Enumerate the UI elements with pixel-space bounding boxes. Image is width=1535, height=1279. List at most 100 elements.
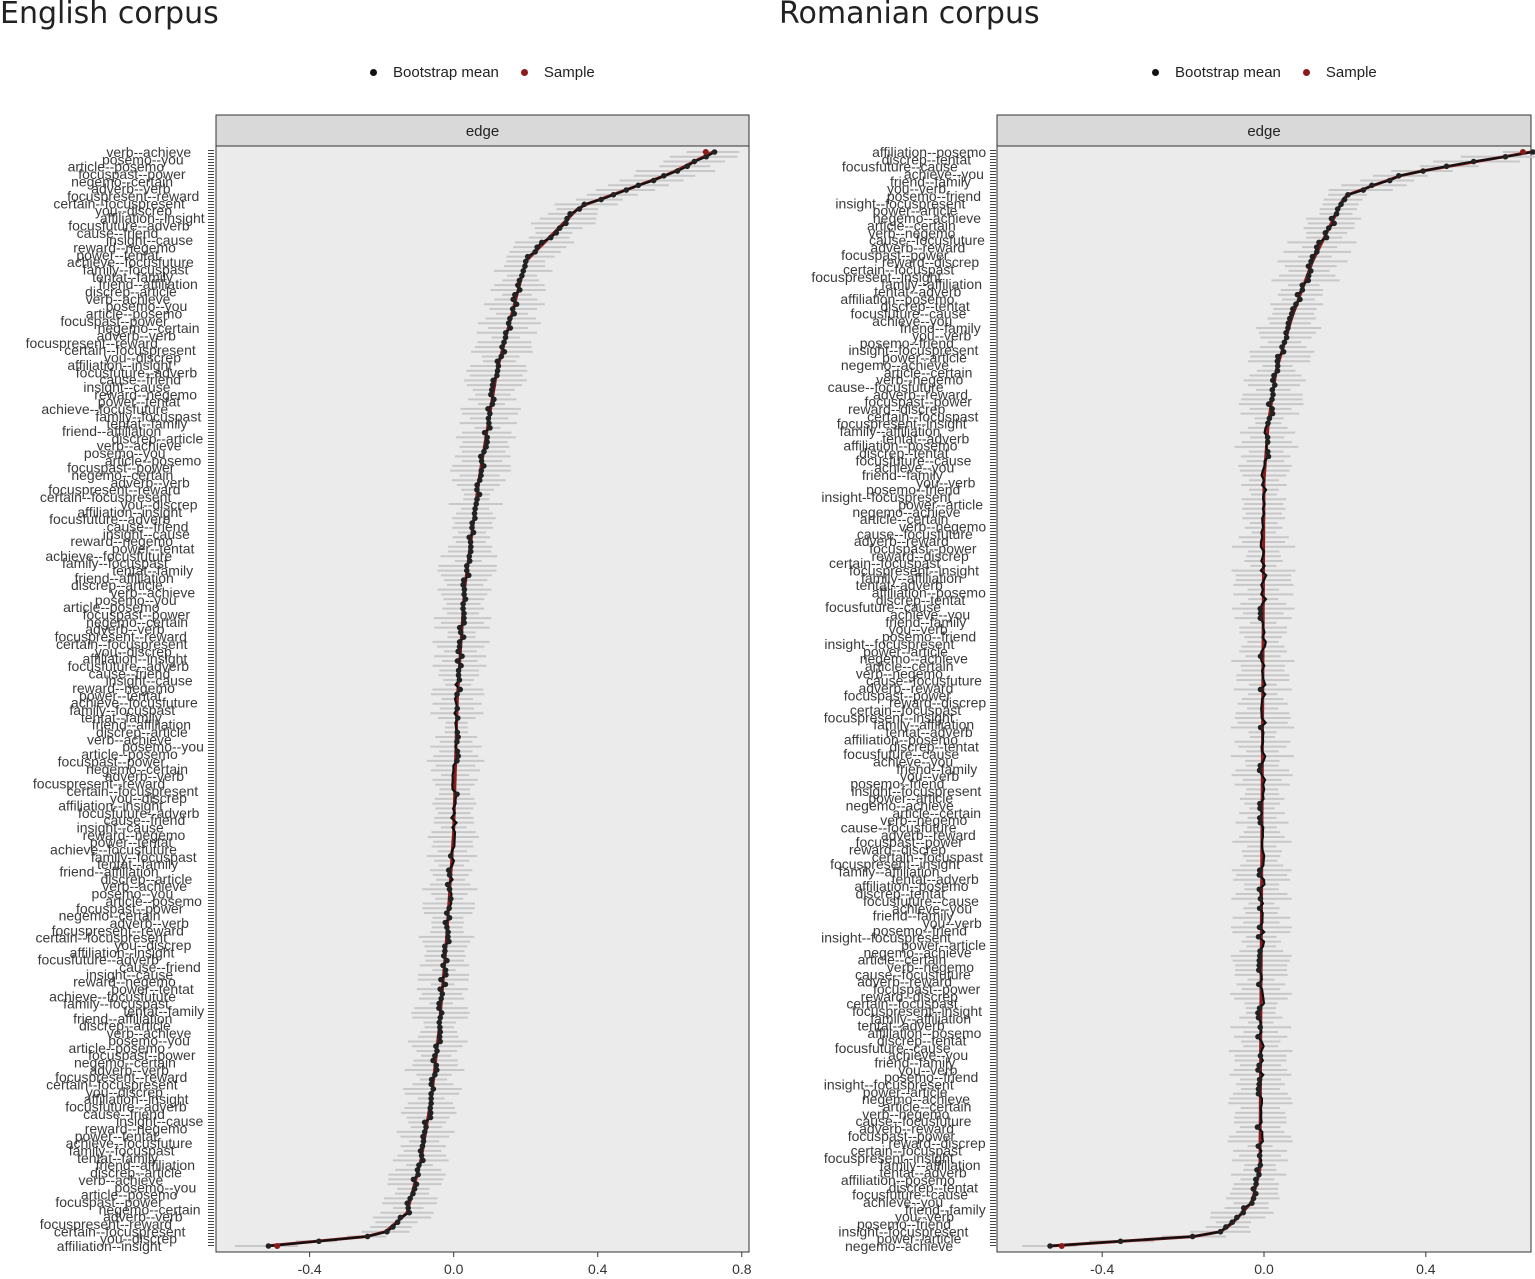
bootstrap-mean-point <box>532 249 538 255</box>
bootstrap-mean-point <box>711 149 718 155</box>
y-tick-label: adverb--verb <box>110 474 190 490</box>
bootstrap-mean-point <box>437 1029 444 1035</box>
bootstrap-mean-point <box>1309 253 1316 260</box>
bootstrap-mean-point <box>405 1205 412 1211</box>
bootstrap-mean-point <box>455 734 461 740</box>
y-tick-label: negemo--certain <box>86 614 188 630</box>
y-tick-label: you--verb <box>900 768 959 784</box>
y-tick-label: negemo--certain <box>99 1201 201 1217</box>
y-tick-label: discrep--tentat <box>889 739 979 755</box>
y-tick-label: focusfuture--adverb <box>65 1098 187 1114</box>
bootstrap-mean-point <box>490 377 496 384</box>
y-tick-label: negemo--certain <box>71 173 173 189</box>
bootstrap-mean-point <box>494 372 500 379</box>
y-tick-label: discrep--tentat <box>877 1032 967 1048</box>
y-tick-label: family--affiliation <box>873 717 974 733</box>
y-tick-label: adverb--reward <box>873 386 968 402</box>
y-tick-label: affiliation--posemo <box>840 291 954 307</box>
y-tick-label: affiliation--insight <box>57 1238 162 1254</box>
bootstrap-mean-point <box>440 953 447 959</box>
y-tick-label: family--focuspast <box>63 996 169 1012</box>
y-tick-label: adverb--reward <box>870 239 965 255</box>
y-tick-label: cause--focusfuture <box>869 232 985 248</box>
y-tick-label: certain--focuspresent <box>35 930 167 946</box>
y-tick-label: certain--focuspast <box>829 555 940 571</box>
facet-label: edge <box>466 123 499 140</box>
y-tick-label: friend--family <box>896 761 977 777</box>
bootstrap-mean-point <box>468 543 474 550</box>
y-tick-label: negemo--achieve <box>862 1091 970 1107</box>
y-tick-label: verb--achieve <box>87 731 172 747</box>
y-tick-label: focuspresent--insight <box>852 1003 982 1019</box>
bootstrap-mean-point <box>1369 182 1375 189</box>
y-tick-label: you--discrep <box>110 790 187 806</box>
y-tick-label: cause--friend <box>99 372 181 388</box>
bootstrap-mean-point <box>1313 244 1320 250</box>
y-tick-label: reward--discrep <box>882 254 979 270</box>
bootstrap-mean-point <box>481 429 488 436</box>
y-tick-label: reward--discrep <box>871 548 968 564</box>
y-tick-label: verb--negemo <box>887 959 974 975</box>
y-tick-label: affiliation--posemo <box>841 1172 955 1188</box>
y-tick-label: tentat--family <box>77 1150 158 1166</box>
y-tick-label: focuspast--power <box>865 394 973 410</box>
bootstrap-mean-point <box>1305 263 1312 269</box>
bootstrap-mean-point <box>1255 1014 1262 1021</box>
y-tick-label: focusfuture--adverb <box>76 364 198 380</box>
y-tick-label: family--focuspast <box>69 702 175 718</box>
legend-item-bootstrap-mean: Bootstrap mean <box>1152 64 1281 81</box>
y-tick-label: focusfuture--cause <box>843 746 959 762</box>
bootstrap-mean-point <box>1257 805 1263 812</box>
y-tick-label: insight--focuspresent <box>821 489 951 505</box>
y-tick-label: achieve--you <box>888 1047 968 1063</box>
y-tick-label: family--affiliation <box>870 1010 971 1026</box>
bootstrap-mean-point <box>1313 249 1320 255</box>
y-tick-label: achieve--you <box>873 753 953 769</box>
y-tick-label: achieve--you <box>863 1194 943 1210</box>
bootstrap-mean-point <box>1269 410 1276 417</box>
bootstrap-mean-point <box>1420 168 1426 174</box>
y-tick-label: article--posemo <box>105 893 202 909</box>
bootstrap-mean-point <box>505 320 512 327</box>
bootstrap-mean-point <box>460 601 466 607</box>
y-tick-label: reward--discrep <box>889 695 986 711</box>
bootstrap-mean-point <box>1223 1224 1229 1230</box>
bootstrap-mean-point <box>1256 1171 1262 1178</box>
y-tick-label: you--verb <box>912 328 971 344</box>
bootstrap-mean-point <box>1255 1033 1261 1040</box>
y-tick-label: family--focuspast <box>69 1143 175 1159</box>
bootstrap-mean-point <box>1240 1205 1247 1211</box>
bootstrap-mean-point <box>1279 344 1285 350</box>
sample-point <box>702 149 709 155</box>
bootstrap-mean-point <box>437 986 444 992</box>
bootstrap-mean-point <box>1287 315 1293 322</box>
y-tick-label: negemo--certain <box>59 908 161 924</box>
bootstrap-mean-point <box>407 1195 413 1202</box>
bootstrap-mean-point <box>461 586 468 593</box>
bootstrap-mean-point <box>466 558 473 564</box>
y-tick-label: insight--cause <box>83 379 170 395</box>
bootstrap-mean-point <box>442 967 449 973</box>
y-tick-label: achieve--focusfuture <box>50 842 177 858</box>
y-tick-label: affiliation--insight <box>70 944 175 960</box>
bootstrap-mean-point <box>1256 1062 1262 1069</box>
bootstrap-mean-point <box>524 253 531 260</box>
bootstrap-mean-point <box>1250 1186 1257 1192</box>
bootstrap-mean-point <box>485 415 492 422</box>
bootstrap-mean-point <box>410 1190 416 1197</box>
y-tick-label: discrep--article <box>85 284 177 300</box>
bootstrap-mean-point <box>487 410 493 417</box>
y-tick-label: focuspast--power <box>83 607 191 623</box>
bootstrap-mean-point <box>483 444 489 450</box>
bootstrap-mean-point <box>495 363 502 369</box>
bootstrap-mean-point <box>436 1000 442 1007</box>
bootstrap-mean-point <box>440 962 446 969</box>
y-tick-label: article--certain <box>858 952 947 968</box>
bootstrap-mean-point <box>567 211 573 217</box>
bootstrap-mean-point <box>1253 1181 1259 1187</box>
bootstrap-mean-point <box>1502 153 1509 160</box>
bootstrap-mean-point <box>441 943 448 950</box>
bootstrap-mean-point <box>1257 610 1264 617</box>
bootstrap-mean-point <box>1325 225 1332 231</box>
bootstrap-mean-point <box>466 553 473 560</box>
